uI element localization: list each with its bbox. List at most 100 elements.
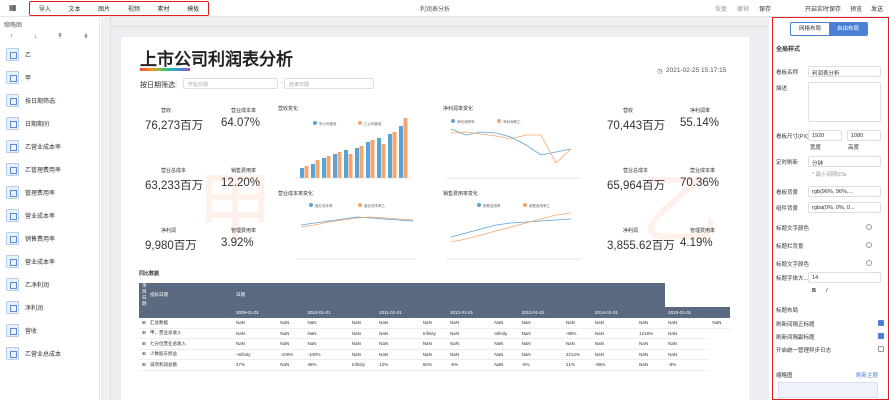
redo-button[interactable]: 撤销: [736, 7, 749, 13]
reset-theme-button[interactable]: 刷新主题: [856, 373, 879, 379]
bar: [304, 166, 309, 178]
chart-title: 销售费用率变化: [443, 190, 478, 197]
color-picker[interactable]: [866, 242, 872, 248]
kpi-label: 营业成本率: [690, 168, 716, 174]
option-checkbox[interactable]: [878, 320, 884, 326]
layer-item[interactable]: 销售费用率: [0, 227, 99, 250]
layer-item[interactable]: 日期期间: [0, 112, 99, 135]
height-caption: 高度: [848, 145, 860, 151]
setting-field[interactable]: rgba(0%, 0%, 0...: [808, 202, 881, 213]
table-cell: Infinity: [348, 359, 377, 371]
end-date-input[interactable]: 结束日期: [284, 78, 374, 89]
row-expand-icon[interactable]: ⊞: [139, 317, 147, 329]
table-cell: 60%: [419, 359, 448, 371]
kpi-label: 管理费用率: [231, 228, 257, 234]
table-cell: NaN: [518, 338, 563, 350]
preview-button[interactable]: 预览: [849, 7, 862, 13]
realtime-save-toggle[interactable]: 开启实时保存: [804, 7, 841, 13]
menu-text[interactable]: 文本: [68, 7, 81, 13]
table-row: ⊞ 七分位营业总收入 NaN NaN NaN NaN NaN NaN NaN NaN NaN NaN N…: [139, 338, 730, 350]
menu-import[interactable]: 导入: [38, 7, 51, 13]
option-checkbox[interactable]: [878, 346, 884, 352]
refresh-hint: * 最小间隔20s: [812, 172, 847, 178]
layer-item[interactable]: 管理费用率: [0, 181, 99, 204]
italic-icon[interactable]: I: [826, 288, 828, 294]
kpi-label: 净利润率: [690, 108, 711, 114]
layer-item[interactable]: 按日期筛选:: [0, 89, 99, 112]
table-row: ⊞ 甲、营业总收入 NaN NaN NaN NaN NaN Infinity NaN Infini…: [139, 328, 730, 339]
row-expand-icon[interactable]: ⊞: [139, 359, 147, 371]
option-checkbox[interactable]: [878, 333, 884, 339]
setting-field[interactable]: 分钟: [808, 156, 881, 167]
description-field[interactable]: [808, 82, 881, 122]
layer-item[interactable]: 净利润: [0, 296, 99, 319]
layer-item-label: 日期期间: [25, 122, 50, 128]
layer-item-label: 按日期筛选:: [25, 99, 57, 105]
layer-item[interactable]: 营业成本率: [0, 204, 99, 227]
publish-button[interactable]: 发送: [870, 7, 883, 13]
component-thumb-icon: [6, 94, 19, 107]
row-expand-icon[interactable]: ⊞: [139, 349, 147, 360]
move-down-icon[interactable]: ↓: [33, 32, 38, 40]
move-bottom-icon[interactable]: ↡: [83, 33, 89, 40]
move-top-icon[interactable]: ↟: [57, 33, 64, 40]
save-button[interactable]: 保存: [758, 7, 771, 13]
row-expand-icon[interactable]: ⊞: [139, 328, 147, 339]
kpi-value: 55.14%: [680, 117, 720, 129]
layer-item[interactable]: 乙管理费用率: [0, 158, 99, 181]
row-name: 少数股东损益: [147, 349, 233, 360]
row-name: 甲、营业总收入: [147, 328, 233, 339]
setting-field[interactable]: 利润表分析: [808, 66, 881, 77]
kpi-label: 净利润: [623, 228, 639, 234]
width-field[interactable]: 1920: [808, 130, 842, 141]
checkbox-label: 刷新间隔正标题: [776, 322, 815, 328]
date-header: 2013-01-01: [518, 307, 563, 318]
layer-item-label: 净利润: [25, 306, 44, 312]
field-label: 看板尺寸(PX): [776, 134, 810, 140]
app-icon[interactable]: ▦: [9, 3, 17, 12]
layer-list: 乙甲按日期筛选: 日期期间 乙营业成本率 乙管理费用率 管理费用率 营业成本率 销售费用率营…: [0, 43, 99, 365]
menu-video[interactable]: 视频: [127, 7, 140, 13]
table-cell: -99%: [562, 328, 592, 339]
table-cell: NaN: [562, 317, 592, 329]
move-up-icon[interactable]: ↑: [10, 32, 14, 40]
table-cell: NaN: [233, 328, 278, 339]
table-row: ⊞ 汇总数据 NaN NaN NaN NaN NaN NaN NaN NaN NaN NaN NaN Na…: [139, 317, 730, 329]
legend-label: 销售费用率: [483, 203, 501, 208]
layer-item[interactable]: 乙: [0, 43, 99, 66]
layer-item[interactable]: 甲: [0, 66, 99, 89]
layer-item-label: 营业成本率: [25, 260, 56, 266]
tab-grid-layout[interactable]: 网格布局: [798, 26, 821, 32]
layer-item[interactable]: 乙营业成本率: [0, 135, 99, 158]
layer-item[interactable]: 营业成本率: [0, 250, 99, 273]
table-cell: -5%: [518, 359, 563, 371]
row-expand-icon[interactable]: ⊞: [139, 338, 147, 350]
table-cell: NaN: [591, 349, 637, 360]
layer-item[interactable]: 营收: [0, 319, 99, 342]
color-picker[interactable]: [866, 224, 872, 230]
menu-image[interactable]: 图片: [98, 7, 111, 13]
table-cell: NaN: [491, 349, 519, 360]
table-cell: NaN: [636, 338, 666, 350]
top-toolbar: ▦ 导入 文本 图片 视频 素材 模板 利润表分析 恢复 撤销 保存 开启实时保…: [0, 0, 889, 17]
setting-field[interactable]: 14: [808, 272, 881, 283]
layer-item[interactable]: 乙净利润: [0, 273, 99, 296]
tab-free-layout[interactable]: 自由布局: [829, 23, 867, 35]
menu-assets[interactable]: 素材: [157, 7, 170, 13]
field-label: 标题文字颜色: [776, 262, 810, 268]
start-date-input[interactable]: 开始日期: [183, 78, 278, 89]
setting-field[interactable]: rgb(96%, 96%,...: [808, 186, 881, 197]
kpi-label: 营业总成本: [623, 168, 649, 174]
chart-title: 净利润率变化: [443, 105, 473, 112]
layer-item[interactable]: 乙营业总成本: [0, 342, 99, 365]
height-field[interactable]: 1080: [847, 130, 881, 141]
undo-button[interactable]: 恢复: [714, 7, 727, 13]
menu-template[interactable]: 模板: [187, 7, 200, 13]
date-header: 2010-01-01: [304, 307, 349, 318]
bold-icon[interactable]: B: [812, 288, 816, 294]
date-header: 2014-01-01: [591, 307, 637, 318]
color-picker[interactable]: [866, 260, 872, 266]
field-label: 标题字体大...: [776, 276, 809, 282]
table-cell: NaN: [636, 349, 666, 360]
